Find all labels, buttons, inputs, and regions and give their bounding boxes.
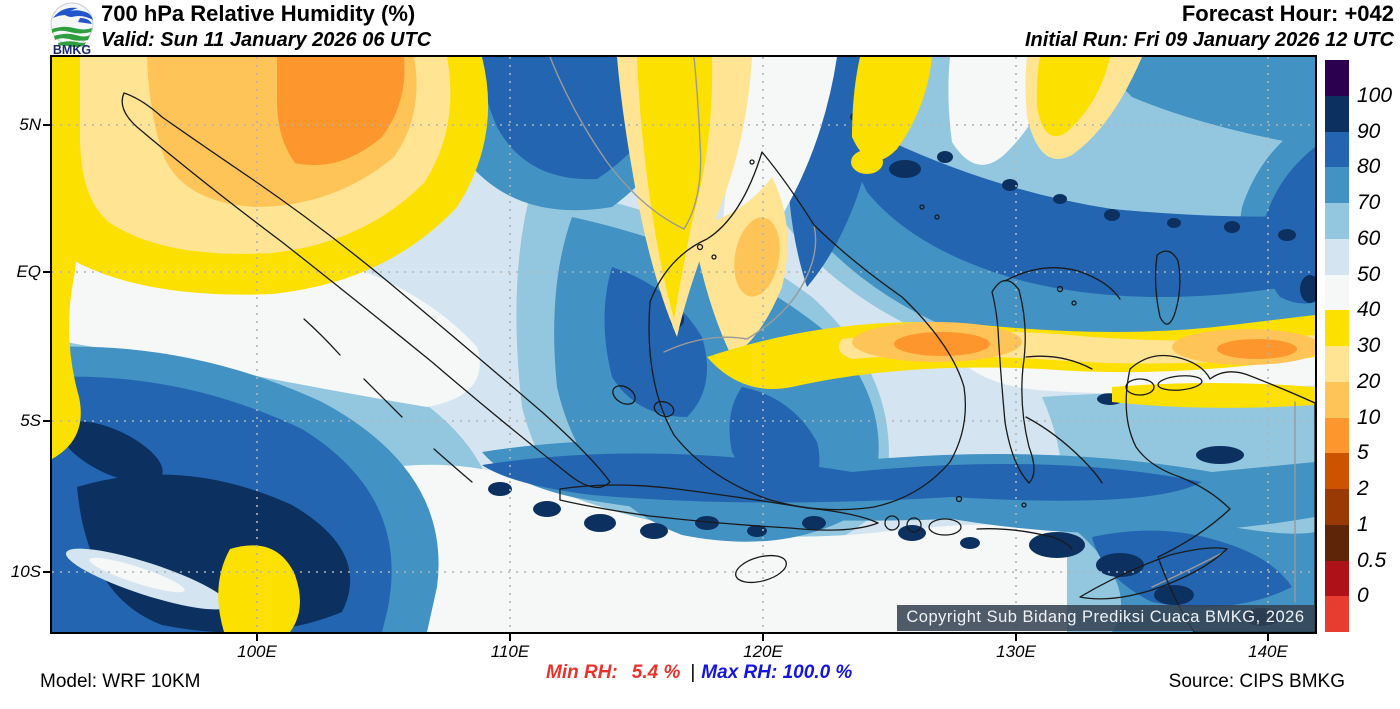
divider: | — [690, 662, 696, 683]
colorbar-tick-label: 80 — [1357, 155, 1381, 179]
coastline-black — [121, 91, 1315, 632]
colorbar-tick-label: 70 — [1357, 191, 1381, 214]
lat-label: 10S — [10, 562, 41, 581]
bmkg-logo: BMKG — [50, 2, 94, 56]
colorbar-segment — [1325, 417, 1349, 454]
colorbar-segment — [1325, 238, 1349, 275]
map-frame: Copyright Sub Bidang Prediksi Cuaca BMKG… — [49, 54, 1317, 634]
colorbar-segment — [1325, 274, 1349, 311]
initial-run: Initial Run: Fri 09 January 2026 12 UTC — [1024, 28, 1394, 51]
forecast-hour: Forecast Hour: +042 — [1181, 1, 1394, 26]
colorbar-segment — [1325, 167, 1349, 203]
lat-tick — [43, 271, 52, 273]
lon-tick — [1267, 632, 1269, 641]
colorbar-segment — [1325, 131, 1349, 168]
lat-label: EQ — [16, 262, 41, 281]
map-copyright: Copyright Sub Bidang Prediksi Cuaca BMKG… — [897, 604, 1314, 631]
colorbar-segment — [1325, 560, 1349, 597]
min-rh-label: Min RH: — [546, 662, 618, 683]
max-rh: Max RH: 100.0 % — [701, 662, 852, 683]
colorbar-tick-label: 50 — [1357, 262, 1381, 286]
lon-tick — [256, 632, 258, 641]
colorbar-segment — [1325, 381, 1349, 418]
header-left: 700 hPa Relative Humidity (%) Valid: Sun… — [101, 1, 431, 52]
colorbar-segments — [1325, 60, 1349, 632]
lat-tick — [43, 124, 52, 126]
colorbar-segment — [1325, 203, 1349, 239]
rh-contour-map — [51, 56, 1315, 632]
valid-time: Valid: Sun 11 January 2026 06 UTC — [101, 28, 432, 51]
colorbar-tick-label: 1 — [1357, 512, 1369, 536]
lon-tick — [509, 632, 511, 641]
colorbar-segment — [1325, 60, 1349, 96]
colorbar-tick-label: 100 — [1357, 83, 1393, 107]
colorbar-tick-label: 5 — [1357, 441, 1369, 465]
min-rh-value: 5.4 % — [631, 662, 681, 683]
lat-label: 5S — [20, 411, 41, 430]
lon-label: 140E — [1248, 642, 1288, 661]
colorbar-tick-label: 20 — [1357, 369, 1381, 393]
colorbar-segment — [1325, 95, 1349, 132]
colorbar-tick-label: 90 — [1357, 119, 1381, 143]
lon-tick — [762, 632, 764, 641]
page-title: 700 hPa Relative Humidity (%) — [101, 1, 416, 26]
colorbar-tick-label: 10 — [1357, 405, 1381, 429]
lat-tick — [43, 571, 52, 573]
lat-label: 5N — [19, 115, 41, 134]
lon-label: 120E — [743, 642, 783, 661]
min-rh: Min RH: 5.4 % — [546, 662, 680, 683]
colorbar-segment — [1325, 346, 1349, 382]
lat-tick — [43, 420, 52, 422]
colorbar-segment — [1325, 596, 1349, 632]
lon-tick — [1015, 632, 1017, 641]
colorbar-tick-label: 30 — [1357, 334, 1381, 357]
colorbar-tick-label: 60 — [1357, 226, 1381, 250]
colorbar-tick-label: 0.5 — [1357, 548, 1387, 572]
rh-extremes: Min RH: 5.4 % | Max RH: 100.0 % — [546, 662, 852, 684]
source-label: Source: CIPS BMKG — [1168, 671, 1345, 692]
rh-streak — [65, 548, 228, 609]
colorbar-segment — [1325, 453, 1349, 489]
colorbar-tick-label: 2 — [1357, 477, 1369, 500]
max-rh-label: Max RH: — [701, 662, 778, 683]
colorbar-tick-label: 0 — [1357, 584, 1369, 608]
model-label: Model: WRF 10KM — [40, 671, 201, 692]
max-rh-value: 100.0 % — [782, 662, 853, 683]
colorbar-segment — [1325, 310, 1349, 346]
coastline-gray — [548, 56, 1296, 603]
header-right: Forecast Hour: +042 Initial Run: Fri 09 … — [1025, 1, 1394, 52]
colorbar-segment — [1325, 524, 1349, 561]
bmkg-logo-text: BMKG — [53, 43, 91, 56]
colorbar-tick-label: 40 — [1357, 298, 1381, 322]
lon-label: 110E — [490, 642, 530, 661]
colorbar-ticks: 100 90 80 70 60 50 40 30 20 10 5 2 1 0.5 0 — [1357, 60, 1400, 632]
colorbar-segment — [1325, 489, 1349, 525]
lon-label: 100E — [237, 642, 277, 661]
lon-label: 130E — [996, 642, 1036, 661]
